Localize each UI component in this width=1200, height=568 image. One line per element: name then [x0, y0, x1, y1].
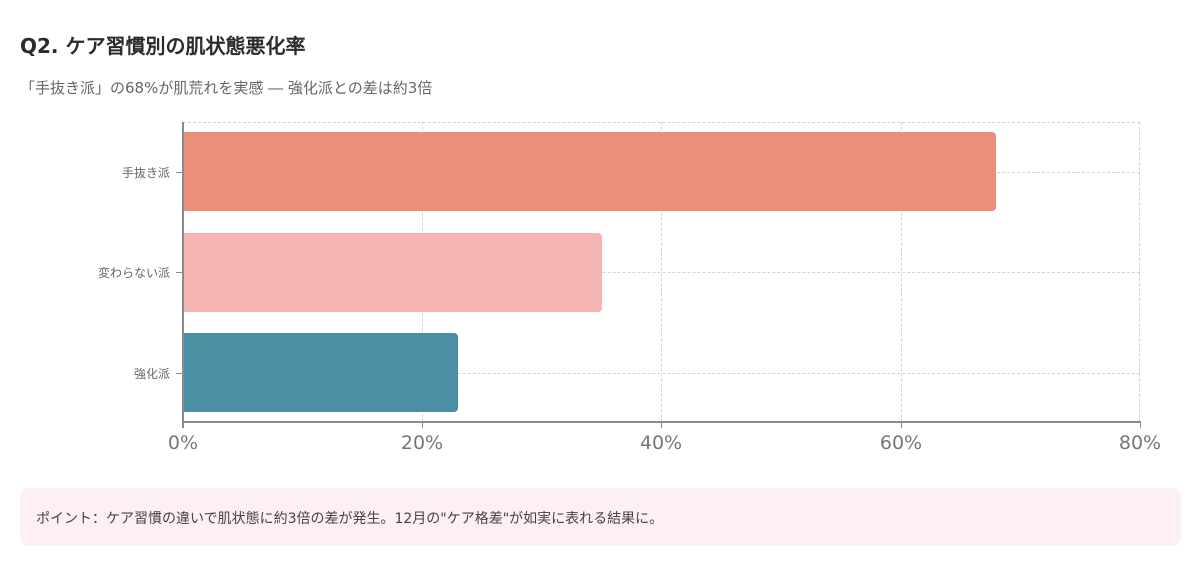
y-tick — [176, 272, 182, 273]
y-label: 手抜き派 — [121, 166, 170, 180]
y-axis — [182, 122, 184, 428]
x-label: 40% — [639, 432, 683, 454]
chart-subtitle: 「手抜き派」の68%が肌荒れを実感 ― 強化派との差は約3倍 — [20, 79, 433, 97]
x-label: 0% — [167, 432, 199, 454]
gridline-v — [1139, 122, 1140, 422]
bar-tenuki[interactable] — [183, 132, 997, 211]
x-tick — [422, 422, 423, 428]
x-tick — [901, 422, 902, 428]
x-tick — [183, 422, 184, 428]
insight-note-text: ポイント：ケア習慣の違いで肌状態に約3倍の差が発生。12月の"ケア格差"が如実に… — [36, 511, 664, 527]
gridline-v — [661, 122, 662, 422]
chart-title: Q2. ケア習慣別の肌状態悪化率 — [20, 34, 306, 58]
y-label: 変わらない派 — [97, 266, 170, 280]
bar-kyoka[interactable] — [183, 333, 459, 412]
x-label: 20% — [400, 432, 444, 454]
y-tick — [176, 172, 182, 173]
insight-note: ポイント：ケア習慣の違いで肌状態に約3倍の差が発生。12月の"ケア格差"が如実に… — [20, 488, 1181, 546]
x-label: 60% — [879, 432, 923, 454]
x-label: 80% — [1118, 432, 1162, 454]
plot-area — [183, 122, 1140, 422]
y-tick — [176, 373, 182, 374]
x-tick — [661, 422, 662, 428]
y-label: 強化派 — [133, 367, 170, 381]
x-tick — [1140, 422, 1141, 428]
bar-kawaranai[interactable] — [183, 233, 602, 312]
gridline-v — [901, 122, 902, 422]
